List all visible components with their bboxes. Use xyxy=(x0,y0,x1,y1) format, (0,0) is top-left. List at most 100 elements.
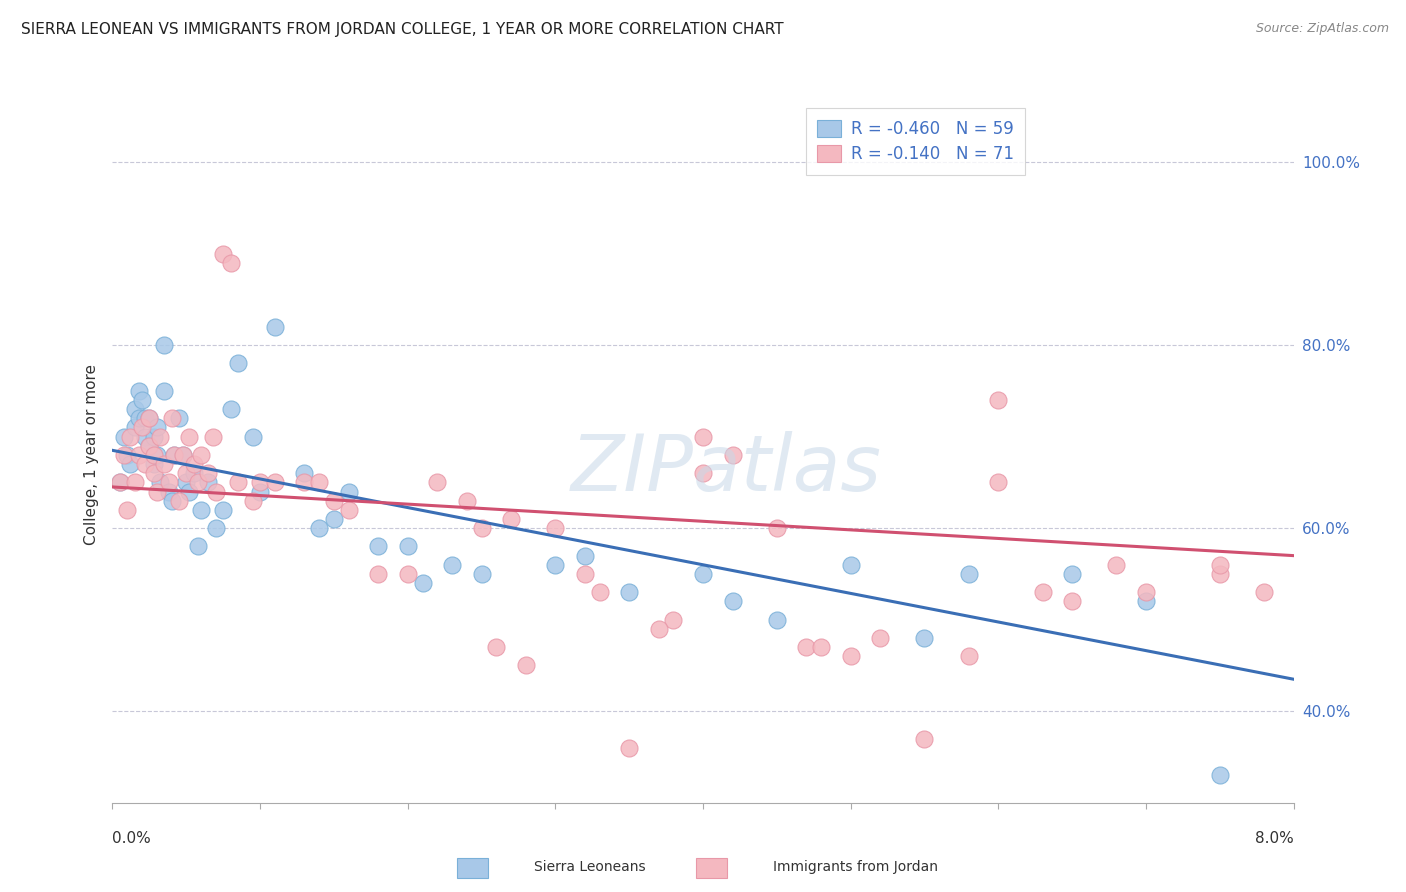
Point xyxy=(201,429,224,443)
Point xyxy=(337,484,360,499)
Point xyxy=(138,411,160,425)
Point xyxy=(619,740,641,755)
Point xyxy=(131,420,153,434)
Point xyxy=(1062,594,1084,608)
Point xyxy=(179,484,201,499)
Point xyxy=(138,439,160,453)
Point xyxy=(588,585,610,599)
Point xyxy=(183,457,205,471)
Point xyxy=(1105,558,1128,572)
Point xyxy=(249,475,271,490)
Point xyxy=(1208,566,1232,581)
Point xyxy=(249,484,271,499)
Point xyxy=(337,503,360,517)
Point xyxy=(142,467,165,481)
Point xyxy=(501,512,523,526)
Point xyxy=(131,392,153,407)
Point xyxy=(412,576,434,591)
Point xyxy=(197,467,219,481)
Point xyxy=(1135,585,1157,599)
Point xyxy=(124,475,146,490)
Point xyxy=(153,457,176,471)
Point xyxy=(544,558,567,572)
Point xyxy=(163,448,186,462)
Point xyxy=(134,411,156,425)
Point xyxy=(242,429,264,443)
Point xyxy=(367,566,389,581)
Point xyxy=(219,402,242,417)
Point xyxy=(692,467,714,481)
Point xyxy=(149,429,172,443)
Point xyxy=(163,448,186,462)
Point xyxy=(544,521,567,535)
Point xyxy=(1208,768,1232,782)
Point xyxy=(157,475,180,490)
Text: Sierra Leoneans: Sierra Leoneans xyxy=(534,860,645,874)
Text: 0.0%: 0.0% xyxy=(112,831,152,846)
Y-axis label: College, 1 year or more: College, 1 year or more xyxy=(83,365,98,545)
Text: Source: ZipAtlas.com: Source: ZipAtlas.com xyxy=(1256,22,1389,36)
Point xyxy=(721,448,744,462)
Legend: R = -0.460   N = 59, R = -0.140   N = 71: R = -0.460 N = 59, R = -0.140 N = 71 xyxy=(806,109,1025,175)
Point xyxy=(692,429,714,443)
Point xyxy=(187,540,209,554)
Point xyxy=(323,512,346,526)
Point xyxy=(987,475,1010,490)
Point xyxy=(914,731,936,746)
Point xyxy=(914,631,936,645)
Point xyxy=(292,475,315,490)
Point xyxy=(117,448,138,462)
Point xyxy=(153,384,176,398)
Point xyxy=(124,402,146,417)
Point xyxy=(796,640,818,655)
Point xyxy=(187,475,209,490)
Point xyxy=(138,411,160,425)
Point xyxy=(396,566,419,581)
Point xyxy=(124,420,146,434)
Point xyxy=(292,467,315,481)
Text: Immigrants from Jordan: Immigrants from Jordan xyxy=(773,860,938,874)
Point xyxy=(396,540,419,554)
Point xyxy=(172,448,194,462)
Point xyxy=(149,475,172,490)
Point xyxy=(485,640,508,655)
Text: ZIPatlas: ZIPatlas xyxy=(571,431,882,507)
Point xyxy=(219,255,242,269)
Point xyxy=(120,457,142,471)
Point xyxy=(839,649,862,664)
Point xyxy=(619,585,641,599)
Point xyxy=(179,429,201,443)
Point xyxy=(183,467,205,481)
Point xyxy=(839,558,862,572)
Point xyxy=(138,439,160,453)
Point xyxy=(153,338,176,352)
Point xyxy=(205,521,228,535)
Point xyxy=(647,622,671,636)
Point xyxy=(441,558,464,572)
Point xyxy=(574,549,596,563)
Point xyxy=(134,429,156,443)
Point xyxy=(766,521,789,535)
Point xyxy=(212,503,235,517)
Point xyxy=(869,631,891,645)
Point xyxy=(108,475,131,490)
Point xyxy=(957,649,980,664)
Text: SIERRA LEONEAN VS IMMIGRANTS FROM JORDAN COLLEGE, 1 YEAR OR MORE CORRELATION CHA: SIERRA LEONEAN VS IMMIGRANTS FROM JORDAN… xyxy=(21,22,783,37)
Point xyxy=(167,411,190,425)
Point xyxy=(120,429,142,443)
Point xyxy=(264,319,287,334)
Point xyxy=(146,484,169,499)
Point xyxy=(108,475,131,490)
Point xyxy=(172,448,194,462)
Point xyxy=(470,566,494,581)
Point xyxy=(226,475,249,490)
Point xyxy=(810,640,832,655)
Point xyxy=(1135,594,1157,608)
Point xyxy=(205,484,228,499)
Point xyxy=(426,475,449,490)
Point xyxy=(128,448,150,462)
Point xyxy=(190,448,212,462)
Point xyxy=(226,356,249,370)
Point xyxy=(112,448,135,462)
Point xyxy=(142,457,165,471)
